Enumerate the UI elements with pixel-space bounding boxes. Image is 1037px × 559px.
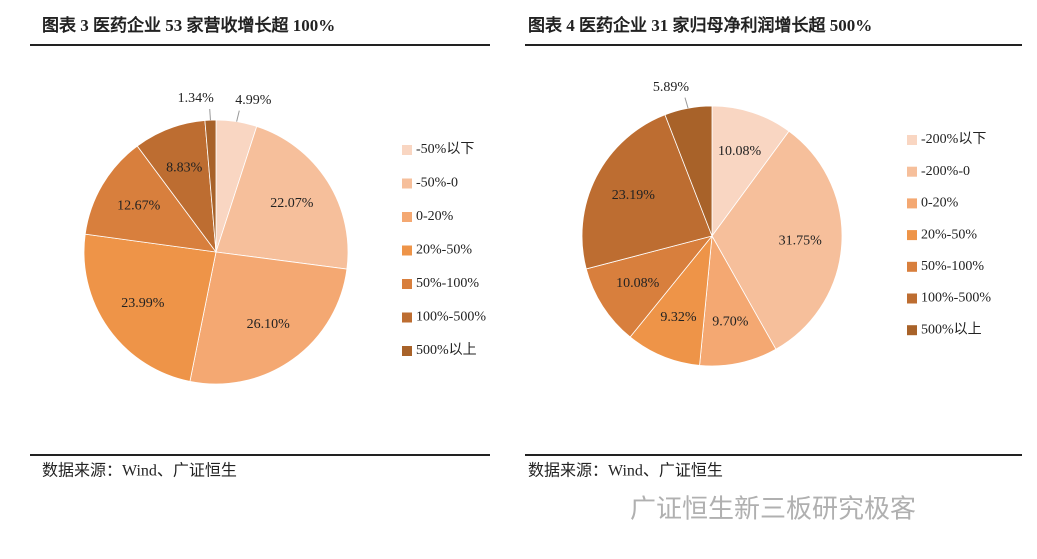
legend-label: -50%以下 xyxy=(416,142,474,157)
legend-label: 20%-50% xyxy=(921,227,977,242)
legend-swatch xyxy=(402,145,412,155)
legend-label: 0-20% xyxy=(416,209,454,224)
legend-label: 500%以上 xyxy=(416,342,477,358)
legend-label: 500%以上 xyxy=(921,321,982,337)
leader-line xyxy=(209,108,211,121)
leader-line xyxy=(236,110,240,122)
data-label: 23.99% xyxy=(121,296,165,311)
pie-slice xyxy=(204,119,217,253)
data-label: 1.34% xyxy=(178,91,215,106)
pie-slice xyxy=(84,145,217,253)
data-label: 5.89% xyxy=(653,80,690,95)
data-label: 8.83% xyxy=(166,160,203,175)
data-label: 9.70% xyxy=(712,315,749,330)
legend-swatch xyxy=(402,312,412,323)
watermark: 广证恒生新三板研究极客 xyxy=(630,495,916,525)
source: 数据来源：Wind、广证恒生 xyxy=(42,462,237,480)
legend-swatch xyxy=(402,245,412,256)
data-label: 26.10% xyxy=(247,317,291,332)
legend-label: 100%-500% xyxy=(921,291,991,306)
legend-swatch xyxy=(907,293,917,304)
leader-line xyxy=(684,97,689,109)
pie-slice xyxy=(189,251,348,385)
pie-slice xyxy=(699,234,777,367)
data-label: 4.99% xyxy=(235,93,272,108)
legend-swatch xyxy=(402,346,412,356)
chart-title: 图表 4 医药企业 31 家归母净利润增长超 500% xyxy=(528,15,872,35)
legend-swatch xyxy=(907,325,917,336)
pie-slice xyxy=(215,125,349,270)
legend-swatch xyxy=(907,230,917,241)
source: 数据来源：Wind、广证恒生 xyxy=(528,462,723,480)
pie-slice xyxy=(711,130,843,350)
data-label: 10.08% xyxy=(718,144,762,159)
legend-label: 100%-500% xyxy=(416,310,486,325)
data-label: 22.07% xyxy=(270,196,314,211)
legend-swatch xyxy=(402,178,412,189)
data-label: 12.67% xyxy=(117,199,161,214)
data-label: 23.19% xyxy=(612,188,656,203)
pie-slice xyxy=(629,234,713,366)
legend-label: 50%-100% xyxy=(416,276,479,291)
legend-label: 20%-50% xyxy=(416,243,472,258)
legend-swatch xyxy=(907,261,917,272)
legend-label: -200%以下 xyxy=(921,132,986,147)
legend-swatch xyxy=(907,166,917,177)
legend-label: -200%-0 xyxy=(921,164,970,179)
legend-label: 50%-100% xyxy=(921,259,984,274)
data-label: 9.32% xyxy=(660,310,697,325)
legend-label: 0-20% xyxy=(921,196,959,211)
legend-swatch xyxy=(402,212,412,222)
legend-swatch xyxy=(907,135,917,145)
data-label: 10.08% xyxy=(616,276,660,291)
pie-slice xyxy=(711,105,790,238)
pie-slice xyxy=(83,233,217,382)
chart-title: 图表 3 医药企业 53 家营收增长超 100% xyxy=(42,15,335,35)
legend-swatch xyxy=(402,279,412,289)
pie-slice xyxy=(585,235,714,338)
data-label: 31.75% xyxy=(779,234,823,249)
legend-label: -50%-0 xyxy=(416,176,458,191)
legend-swatch xyxy=(907,198,917,209)
